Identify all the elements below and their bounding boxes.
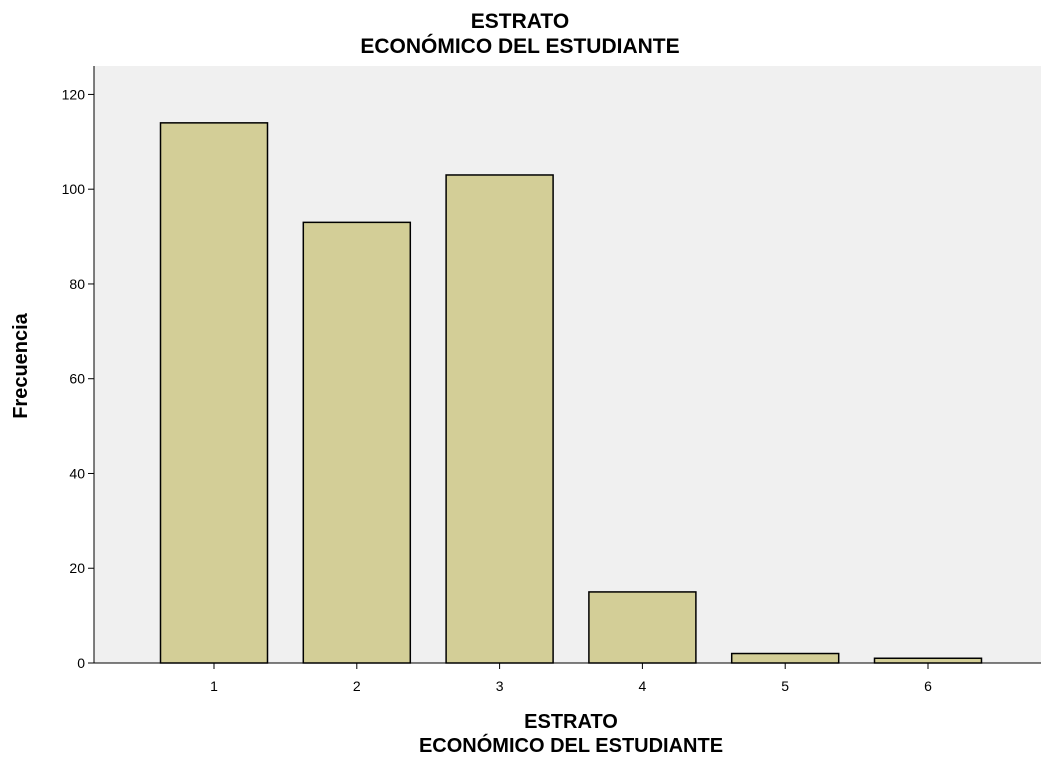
y-tick-label: 120 — [62, 86, 86, 102]
x-tick-label: 3 — [496, 678, 504, 694]
x-axis-title-line-1: ESTRATO — [524, 711, 618, 733]
bar-1 — [159, 122, 269, 664]
bar-4 — [588, 591, 697, 664]
x-tick-label: 5 — [781, 678, 789, 694]
y-axis-title: Frecuencia — [10, 312, 32, 418]
bar-3 — [445, 174, 554, 664]
x-tick-label: 4 — [639, 678, 647, 694]
y-tick-label: 80 — [69, 276, 85, 292]
x-tick-label: 6 — [924, 678, 932, 694]
chart-title-line-2: ECONÓMICO DEL ESTUDIANTE — [360, 34, 679, 58]
bar-2 — [302, 221, 412, 664]
x-axis-title-line-2: ECONÓMICO DEL ESTUDIANTE — [419, 733, 723, 757]
y-tick-label: 100 — [62, 181, 86, 197]
y-tick-label: 60 — [69, 371, 85, 387]
x-tick-label: 2 — [353, 678, 361, 694]
y-tick-label: 0 — [77, 655, 85, 671]
x-axis-ticks: 1 2 3 4 5 6 — [210, 663, 932, 694]
y-tick-label: 40 — [69, 465, 85, 481]
x-tick-label: 1 — [210, 678, 218, 694]
y-axis-ticks: 0 20 40 60 80 100 120 — [62, 86, 94, 671]
chart-title-line-1: ESTRATO — [471, 10, 569, 33]
bar-6 — [873, 657, 983, 664]
y-tick-label: 20 — [69, 560, 85, 576]
bar-5 — [730, 652, 840, 664]
